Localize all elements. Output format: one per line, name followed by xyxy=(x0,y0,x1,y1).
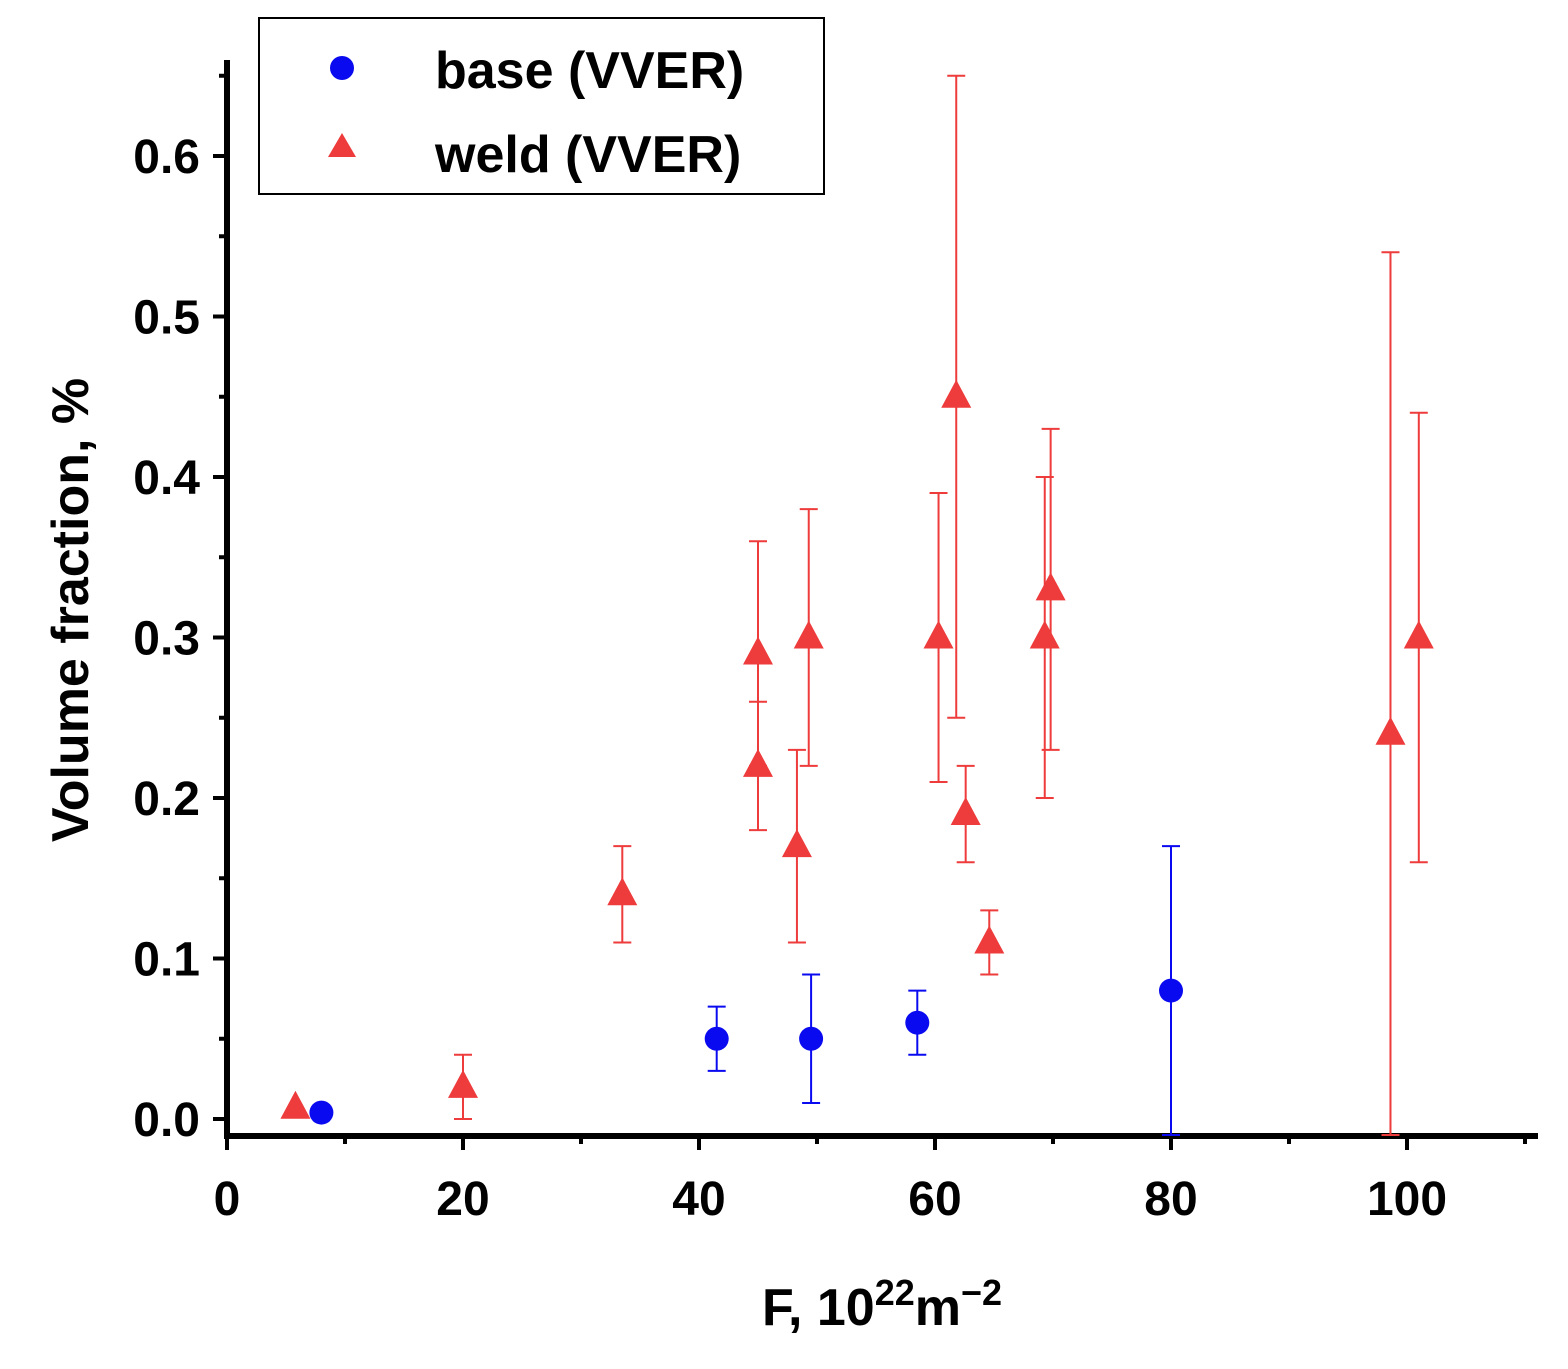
x-tick-label: 60 xyxy=(908,1173,961,1226)
weld-data-point xyxy=(448,1069,478,1098)
weld-data-point xyxy=(941,379,972,408)
axes xyxy=(224,60,1538,1139)
x-axis-title-exponent-1: 22 xyxy=(875,1272,915,1313)
weld-data-point xyxy=(1375,716,1406,745)
base-data-point xyxy=(309,1100,334,1125)
base-data-point xyxy=(799,1026,824,1051)
x-axis-title: F, 1022m−2 xyxy=(762,1272,1002,1337)
base-data-point xyxy=(905,1010,930,1035)
weld-data-point xyxy=(743,748,773,777)
y-axis-title: Volume fraction, % xyxy=(42,378,100,842)
weld-data-point xyxy=(1403,620,1434,649)
legend-weld-label: weld (VVER) xyxy=(434,126,741,184)
x-tick-label: 100 xyxy=(1367,1173,1447,1226)
weld-data-point xyxy=(781,829,812,858)
weld-data-point xyxy=(923,620,954,649)
x-axis-title-unit: m xyxy=(915,1279,961,1337)
data-markers xyxy=(280,379,1434,1125)
tick-marks xyxy=(213,73,1527,1150)
x-tick-label: 0 xyxy=(214,1173,241,1226)
weld-data-point xyxy=(743,636,773,665)
y-tick-label: 0.4 xyxy=(133,452,200,505)
weld-data-point xyxy=(280,1090,311,1119)
base-data-point xyxy=(1159,978,1183,1003)
weld-data-point xyxy=(607,877,638,906)
x-axis-title-exponent-2: −2 xyxy=(961,1272,1002,1313)
x-tick-label: 80 xyxy=(1144,1173,1197,1226)
x-tick-label: 20 xyxy=(436,1173,489,1226)
x-tick-label: 40 xyxy=(672,1173,725,1226)
y-tick-label: 0.6 xyxy=(133,131,200,184)
y-tick-label: 0.3 xyxy=(133,613,200,666)
legend: base (VVER) weld (VVER) xyxy=(258,17,825,195)
weld-data-point xyxy=(950,797,981,826)
weld-data-point xyxy=(974,925,1005,954)
error-bars xyxy=(454,74,1428,1137)
base-data-point xyxy=(704,1026,729,1051)
y-tick-label: 0.0 xyxy=(133,1094,200,1147)
tick-labels: 0 20 40 60 80 100 0.0 0.1 0.2 0.3 0.4 0.5 0.6 xyxy=(133,131,1447,1226)
legend-box xyxy=(258,17,825,195)
weld-data-point xyxy=(1035,572,1066,601)
y-tick-label: 0.2 xyxy=(133,773,200,826)
y-tick-label: 0.1 xyxy=(133,934,200,987)
legend-base-label: base (VVER) xyxy=(435,42,744,100)
weld-data-point xyxy=(793,620,824,649)
legend-weld-marker xyxy=(328,133,356,157)
y-tick-label: 0.5 xyxy=(133,292,200,345)
x-axis-title-base: F, 10 xyxy=(762,1279,875,1337)
legend-base-marker xyxy=(330,56,354,80)
weld-data-point xyxy=(1029,620,1060,649)
